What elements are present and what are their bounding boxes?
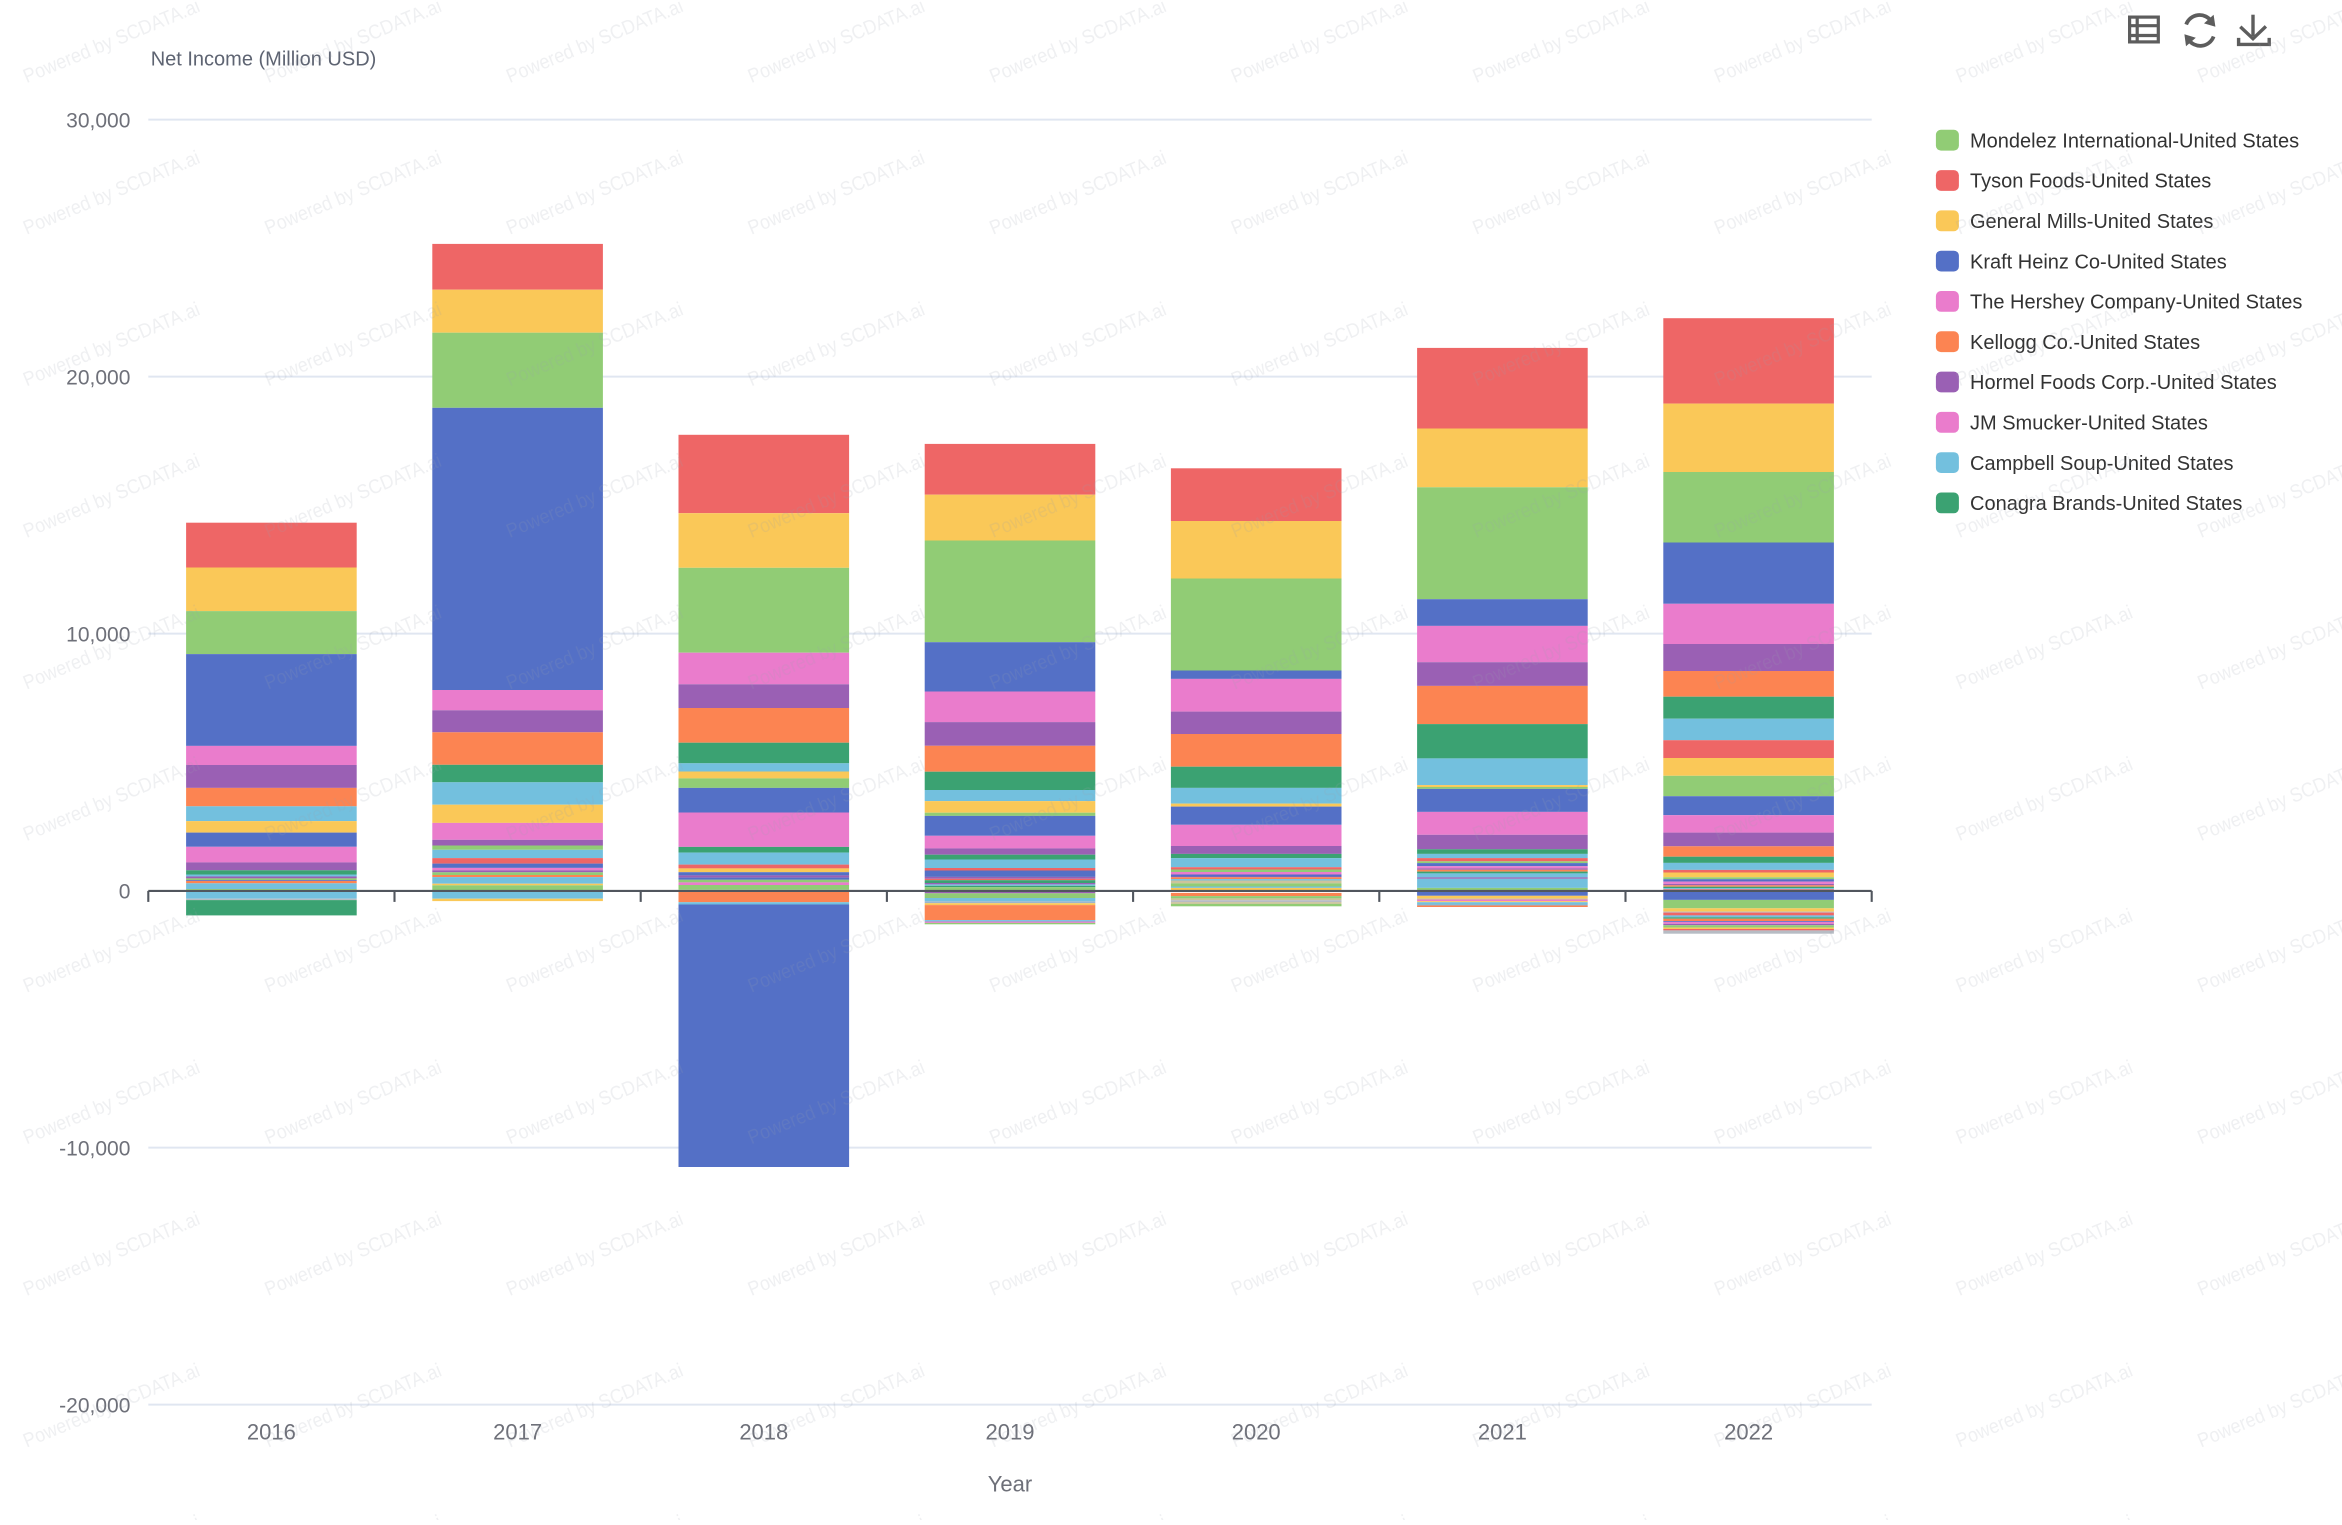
svg-text:2020: 2020: [1232, 1420, 1281, 1445]
svg-text:2017: 2017: [493, 1420, 542, 1445]
svg-text:20,000: 20,000: [66, 366, 130, 389]
svg-text:Conagra Brands-United States: Conagra Brands-United States: [1970, 493, 2242, 515]
svg-text:2018: 2018: [739, 1420, 788, 1445]
svg-text:-10,000: -10,000: [59, 1137, 130, 1160]
svg-text:2016: 2016: [247, 1420, 296, 1445]
svg-text:Kellogg Co.-United States: Kellogg Co.-United States: [1970, 332, 2200, 354]
svg-text:Mondelez International-United: Mondelez International-United States: [1970, 130, 2299, 152]
svg-text:2019: 2019: [986, 1420, 1035, 1445]
svg-text:Hormel Foods Corp.-United Stat: Hormel Foods Corp.-United States: [1970, 372, 2277, 394]
svg-text:30,000: 30,000: [66, 109, 130, 132]
svg-text:2022: 2022: [1724, 1420, 1773, 1445]
svg-text:Campbell Soup-United States: Campbell Soup-United States: [1970, 453, 2233, 475]
svg-text:0: 0: [119, 880, 131, 903]
svg-text:-20,000: -20,000: [59, 1394, 130, 1417]
svg-text:Net Income (Million USD): Net Income (Million USD): [151, 49, 377, 71]
svg-text:Year: Year: [988, 1472, 1032, 1497]
svg-text:Kraft Heinz Co-United States: Kraft Heinz Co-United States: [1970, 251, 2227, 273]
svg-text:Tyson Foods-United States: Tyson Foods-United States: [1970, 171, 2211, 193]
svg-text:General Mills-United States: General Mills-United States: [1970, 211, 2213, 233]
svg-text:JM Smucker-United States: JM Smucker-United States: [1970, 413, 2208, 435]
svg-text:The Hershey Company-United Sta: The Hershey Company-United States: [1970, 292, 2302, 314]
svg-text:2021: 2021: [1478, 1420, 1527, 1445]
svg-text:10,000: 10,000: [66, 623, 130, 646]
